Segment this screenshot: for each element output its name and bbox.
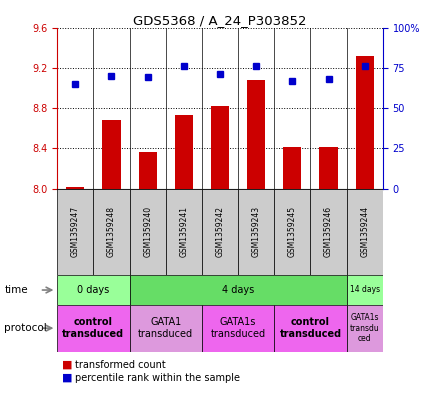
Bar	[347, 275, 383, 305]
Text: 4 days: 4 days	[222, 285, 254, 295]
Bar	[129, 305, 202, 352]
Bar	[129, 189, 166, 275]
Text: transformed count: transformed count	[75, 360, 165, 370]
Bar	[274, 189, 311, 275]
Text: protocol: protocol	[4, 323, 47, 333]
Text: GATA1s
transduced: GATA1s transduced	[210, 318, 266, 339]
Bar	[66, 187, 84, 189]
Text: GSM1359242: GSM1359242	[216, 206, 224, 257]
Text: ■: ■	[62, 373, 72, 383]
Bar	[129, 275, 347, 305]
Text: GATA1s
transdu
ced: GATA1s transdu ced	[350, 313, 380, 343]
Text: ■: ■	[62, 360, 72, 370]
Bar	[57, 305, 129, 352]
Bar	[274, 305, 347, 352]
Bar	[202, 189, 238, 275]
Text: 0 days: 0 days	[77, 285, 110, 295]
Bar	[347, 305, 383, 352]
Bar	[356, 56, 374, 189]
Bar	[347, 189, 383, 275]
Text: percentile rank within the sample: percentile rank within the sample	[75, 373, 240, 383]
Text: GSM1359245: GSM1359245	[288, 206, 297, 257]
Text: GSM1359240: GSM1359240	[143, 206, 152, 257]
Bar	[166, 189, 202, 275]
Bar	[139, 152, 157, 189]
Bar	[283, 147, 301, 189]
Text: GSM1359248: GSM1359248	[107, 206, 116, 257]
Bar	[238, 189, 274, 275]
Text: GSM1359241: GSM1359241	[180, 206, 188, 257]
Text: GSM1359247: GSM1359247	[71, 206, 80, 257]
Text: control
transduced: control transduced	[279, 318, 341, 339]
Text: control
transduced: control transduced	[62, 318, 125, 339]
Bar	[57, 275, 129, 305]
Text: GSM1359243: GSM1359243	[252, 206, 260, 257]
Text: 14 days: 14 days	[350, 285, 380, 294]
Bar	[202, 305, 274, 352]
Text: GATA1
transduced: GATA1 transduced	[138, 318, 193, 339]
Bar	[211, 106, 229, 189]
Bar	[311, 189, 347, 275]
Text: time: time	[4, 285, 28, 295]
Bar	[247, 80, 265, 189]
Bar	[93, 189, 129, 275]
Bar	[319, 147, 337, 189]
Bar	[57, 189, 93, 275]
Bar	[103, 120, 121, 189]
Text: GSM1359246: GSM1359246	[324, 206, 333, 257]
Text: GSM1359244: GSM1359244	[360, 206, 369, 257]
Text: GDS5368 / A_24_P303852: GDS5368 / A_24_P303852	[133, 14, 307, 27]
Bar	[175, 115, 193, 189]
